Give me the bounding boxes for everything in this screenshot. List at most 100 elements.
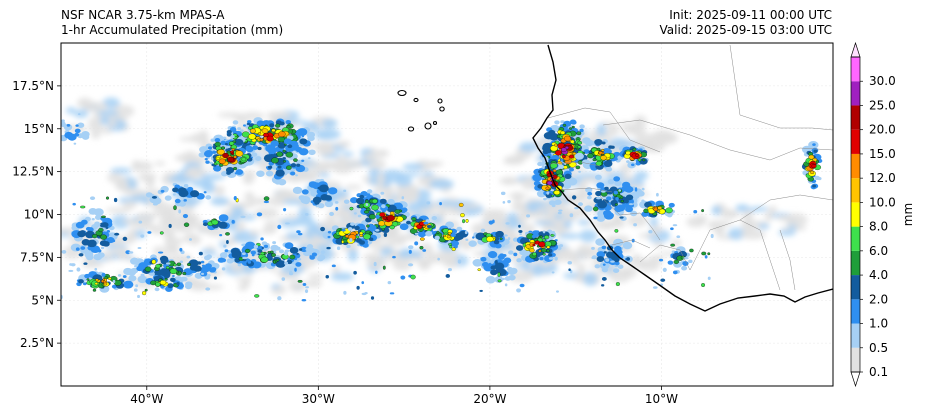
precip-speck xyxy=(400,275,406,280)
precip-speck xyxy=(312,193,316,197)
precip-speck xyxy=(99,240,108,247)
precip-speck xyxy=(592,206,599,212)
precip-speck xyxy=(151,195,158,199)
light-precip-blob xyxy=(135,212,156,223)
light-precip-blob xyxy=(234,277,253,282)
precip-speck xyxy=(447,232,452,235)
precip-speck xyxy=(298,148,309,156)
precip-speck xyxy=(263,200,270,204)
precip-speck xyxy=(632,147,637,151)
precip-speck xyxy=(494,260,498,265)
precip-speck xyxy=(528,230,533,233)
precip-speck xyxy=(601,245,607,250)
precip-speck xyxy=(94,267,98,271)
precip-speck xyxy=(600,155,607,161)
precip-speck xyxy=(596,182,605,189)
precip-speck xyxy=(234,138,244,146)
light-precip-blob xyxy=(720,208,737,219)
precip-speck xyxy=(213,167,217,170)
precip-speck xyxy=(613,238,624,247)
light-precip-blob xyxy=(554,213,564,220)
precip-speck xyxy=(606,196,612,201)
light-precip-blob xyxy=(210,196,230,206)
precip-speck xyxy=(231,247,240,255)
light-precip-blob xyxy=(107,172,123,183)
precip-speck xyxy=(200,260,205,264)
light-precip-blob xyxy=(213,185,225,196)
precip-speck xyxy=(406,220,411,225)
precip-speck xyxy=(532,243,536,247)
precip-speck xyxy=(576,131,582,136)
precip-speck xyxy=(676,235,681,239)
precip-speck xyxy=(308,181,318,188)
precip-speck xyxy=(184,283,192,290)
precip-speck xyxy=(431,216,437,221)
precip-speck xyxy=(457,259,462,264)
precip-speck xyxy=(169,268,178,275)
precip-speck xyxy=(253,244,259,249)
light-precip-blob xyxy=(259,229,275,235)
precip-speck xyxy=(277,165,282,169)
precip-speck xyxy=(276,151,283,157)
precip-speck xyxy=(271,128,276,132)
light-precip-blob xyxy=(429,179,454,189)
light-precip-blob xyxy=(376,152,386,157)
precip-speck xyxy=(196,261,202,265)
precip-speck xyxy=(577,145,582,149)
precip-speck xyxy=(220,258,227,263)
precip-speck xyxy=(582,146,587,150)
light-precip-blob xyxy=(653,240,664,248)
light-precip-blob xyxy=(649,216,658,229)
light-precip-blob xyxy=(483,216,508,225)
precip-speck xyxy=(280,179,286,183)
precip-speck xyxy=(361,281,365,285)
precip-speck xyxy=(266,135,274,142)
precip-speck xyxy=(812,143,816,146)
precip-speck xyxy=(98,227,104,233)
precip-speck xyxy=(571,195,577,200)
precip-speck xyxy=(271,253,276,257)
precip-speck xyxy=(341,240,345,244)
precip-speck xyxy=(656,209,661,213)
precip-speck xyxy=(273,260,276,264)
valid-time: Valid: 2025-09-15 03:00 UTC xyxy=(659,23,832,37)
precip-cell xyxy=(512,229,564,264)
precip-speck xyxy=(317,256,324,262)
precip-speck xyxy=(662,267,667,273)
map-area xyxy=(61,43,833,386)
precip-speck xyxy=(688,259,693,264)
precip-speck xyxy=(672,270,678,275)
precip-speck xyxy=(68,269,74,273)
precip-speck xyxy=(193,265,202,272)
precip-speck xyxy=(226,240,229,244)
light-precip-blob xyxy=(711,205,722,216)
precip-speck xyxy=(359,234,364,237)
light-precip-blob xyxy=(198,284,225,290)
colorbar-tick-label: 30.0 xyxy=(869,74,896,88)
precip-speck xyxy=(286,165,292,170)
precip-speck xyxy=(168,223,172,229)
precip-speck xyxy=(208,146,213,150)
light-precip-blob xyxy=(330,272,354,282)
precip-speck xyxy=(94,282,98,285)
border-ghana xyxy=(779,229,796,291)
precip-speck xyxy=(226,129,232,134)
precip-speck xyxy=(123,280,134,289)
precip-speck xyxy=(267,172,272,176)
precip-speck xyxy=(579,128,584,133)
precip-speck xyxy=(423,221,429,225)
precip-speck xyxy=(343,199,350,204)
precip-speck xyxy=(673,259,679,265)
precip-speck xyxy=(375,228,380,232)
precip-speck xyxy=(301,189,309,195)
precip-speck xyxy=(624,199,629,204)
precip-speck xyxy=(100,234,107,240)
precip-speck xyxy=(77,122,85,128)
precip-speck xyxy=(270,244,279,252)
precip-speck xyxy=(366,193,371,196)
precip-speck xyxy=(601,141,606,145)
precip-speck xyxy=(371,204,379,211)
light-precip-blob xyxy=(626,122,646,136)
precip-speck xyxy=(659,258,664,262)
